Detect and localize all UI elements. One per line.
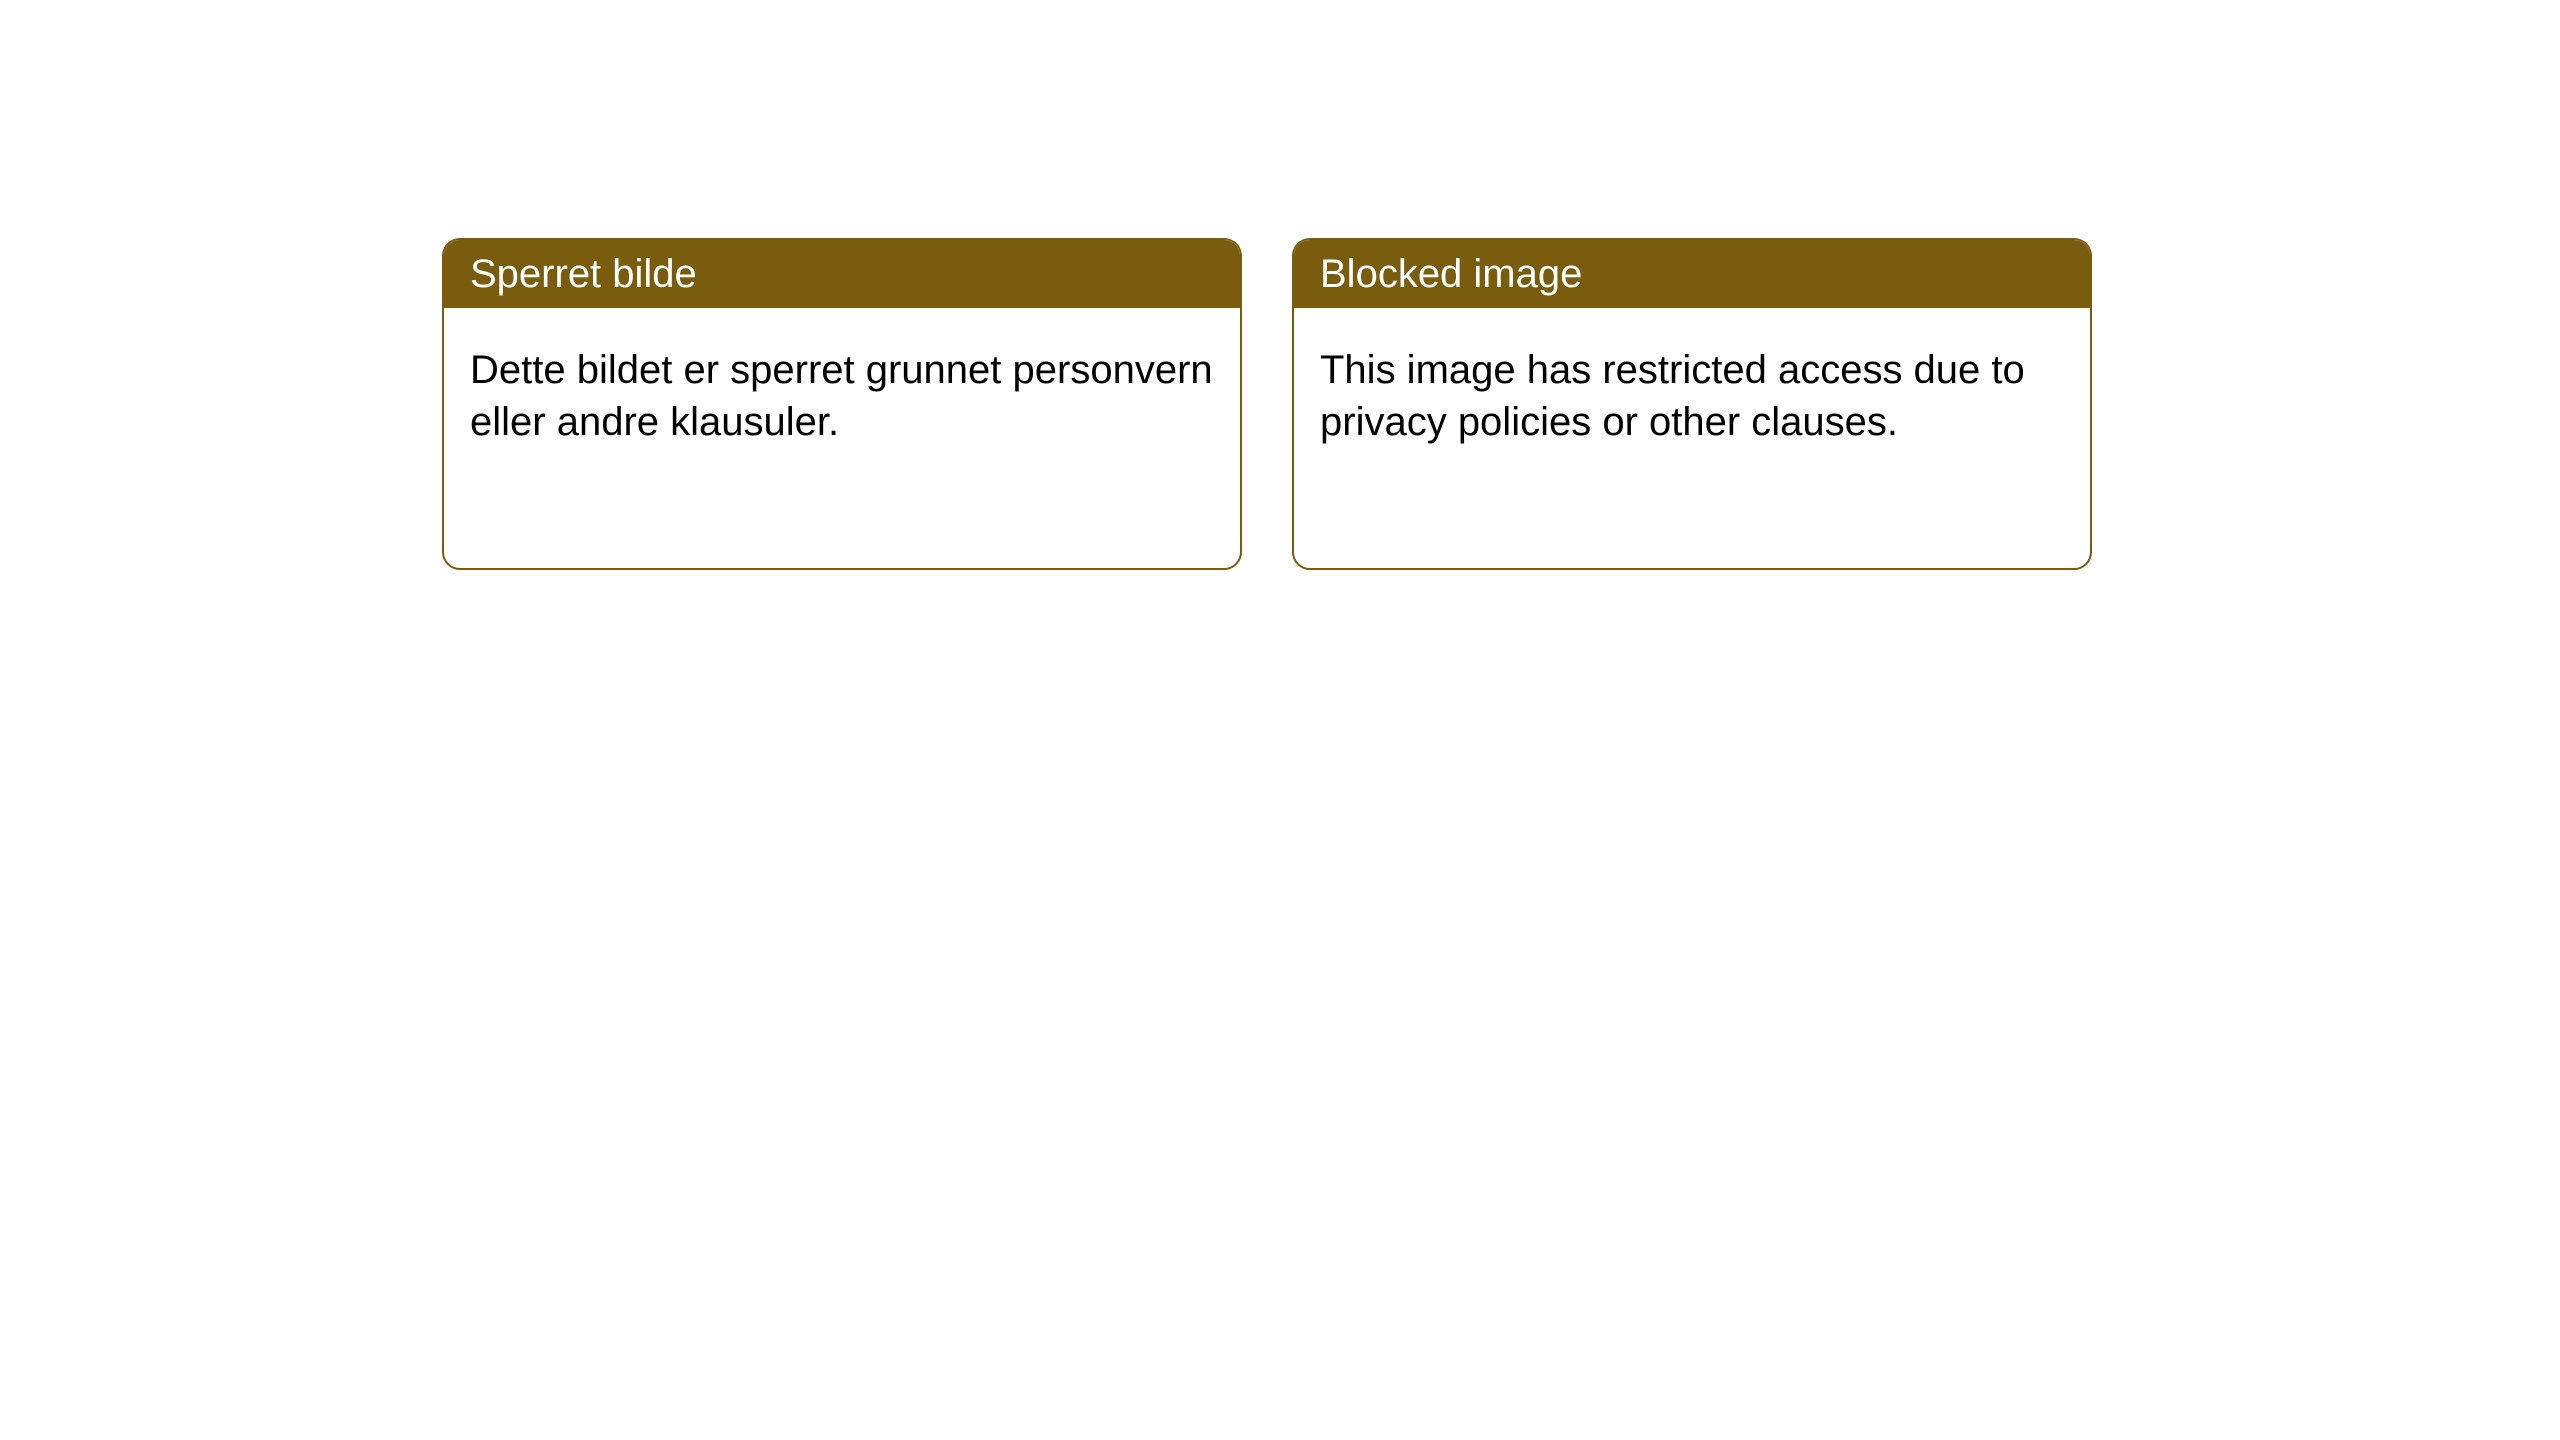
- notice-title-norwegian: Sperret bilde: [444, 240, 1240, 308]
- notice-body-norwegian: Dette bildet er sperret grunnet personve…: [444, 308, 1240, 474]
- notice-body-english: This image has restricted access due to …: [1294, 308, 2090, 474]
- notice-card-english: Blocked image This image has restricted …: [1292, 238, 2092, 570]
- notice-card-norwegian: Sperret bilde Dette bildet er sperret gr…: [442, 238, 1242, 570]
- notice-title-english: Blocked image: [1294, 240, 2090, 308]
- notice-container: Sperret bilde Dette bildet er sperret gr…: [0, 0, 2560, 570]
